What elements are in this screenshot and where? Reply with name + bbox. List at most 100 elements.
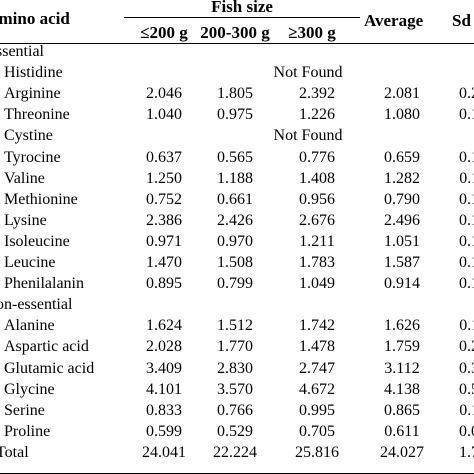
cell-avg: 24.027: [380, 444, 424, 461]
cell-avg: 0.659: [384, 149, 420, 166]
cell-v1: 0.599: [146, 423, 182, 440]
cell-v3: 25.816: [295, 444, 339, 461]
row-label: Threonine: [4, 106, 70, 123]
header-sd: Sd: [452, 11, 471, 30]
cell-v2: 1.805: [217, 85, 253, 102]
row-label: Lysine: [4, 212, 47, 229]
not-found-note: Not Found: [273, 64, 343, 81]
cell-sd: 0.15: [459, 191, 474, 208]
fish-size-rule: [124, 17, 360, 18]
cell-v1: 2.046: [146, 85, 182, 102]
row-label: Arginine: [4, 85, 61, 102]
cell-sd: 0.12: [459, 275, 474, 292]
cell-avg: 2.496: [384, 212, 420, 229]
cell-v1: 4.101: [146, 381, 182, 398]
cell-avg: 0.914: [384, 275, 420, 292]
cell-v3: 2.747: [299, 360, 335, 377]
cell-v2: 1.770: [217, 338, 253, 355]
cell-avg: 1.587: [384, 254, 420, 271]
cell-sd: 0.08: [459, 423, 474, 440]
cell-sd: 0.11: [459, 402, 474, 419]
header-size-2: 200-300 g: [200, 23, 270, 42]
cell-v1: 1.624: [146, 317, 182, 334]
cell-avg: 1.282: [384, 170, 420, 187]
cell-v2: 1.508: [217, 254, 253, 271]
cell-sd: 0.15: [459, 212, 474, 229]
header-size-3: ≥300 g: [288, 23, 336, 42]
cell-v1: 0.637: [146, 149, 182, 166]
cell-avg: 0.611: [384, 423, 420, 440]
cell-v3: 0.956: [299, 191, 335, 208]
cell-v3: 1.783: [299, 254, 335, 271]
cell-v3: 1.049: [299, 275, 335, 292]
cell-sd: 0.55: [459, 381, 474, 398]
cell-v3: 1.742: [299, 317, 335, 334]
cell-avg: 3.112: [384, 360, 420, 377]
cell-v2: 0.529: [217, 423, 253, 440]
cell-v1: 0.971: [146, 233, 182, 250]
cell-v2: 0.970: [217, 233, 253, 250]
row-label: Leucine: [4, 254, 56, 271]
cell-v1: 1.040: [146, 106, 182, 123]
row-label: Glycine: [4, 381, 55, 398]
group-label: on-essential: [0, 296, 73, 313]
cell-v3: 2.392: [299, 85, 335, 102]
cell-v2: 0.565: [217, 149, 253, 166]
cell-sd: 0.36: [459, 360, 474, 377]
row-label: Serine: [4, 402, 45, 419]
cell-avg: 1.080: [384, 106, 420, 123]
cell-v3: 0.776: [299, 149, 335, 166]
header-size-1: ≤200 g: [140, 23, 188, 42]
cell-avg: 1.051: [384, 233, 420, 250]
cell-v2: 22.224: [213, 444, 257, 461]
cell-v3: 0.705: [299, 423, 335, 440]
cell-v1: 1.470: [146, 254, 182, 271]
cell-sd: 0.17: [459, 254, 474, 271]
cell-avg: 2.081: [384, 85, 420, 102]
group-label: ssential: [0, 43, 44, 60]
cell-v2: 2.426: [217, 212, 253, 229]
cell-v2: 2.830: [217, 360, 253, 377]
row-label: Valine: [4, 170, 45, 187]
cell-avg: 1.626: [384, 317, 420, 334]
cell-sd: 0.11: [459, 317, 474, 334]
cell-avg: 1.759: [384, 338, 420, 355]
cell-v1: 0.833: [146, 402, 182, 419]
row-label: Isoleucine: [4, 233, 70, 250]
cell-v2: 1.188: [217, 170, 253, 187]
cell-avg: 4.138: [384, 381, 420, 398]
row-label: Methionine: [4, 191, 78, 208]
cell-v1: 2.386: [146, 212, 182, 229]
header-fish-size: Fish size: [211, 0, 273, 16]
header-bottom-rule: [0, 43, 474, 44]
cell-v2: 0.799: [217, 275, 253, 292]
cell-sd: 0.10: [459, 149, 474, 166]
cell-v3: 1.408: [299, 170, 335, 187]
cell-v1: 3.409: [146, 360, 182, 377]
cell-v3: 2.676: [299, 212, 335, 229]
cell-v2: 1.512: [217, 317, 253, 334]
header-average: Average: [364, 11, 424, 30]
not-found-note: Not Found: [273, 127, 343, 144]
row-label: Proline: [4, 423, 51, 440]
cell-v2: 0.975: [217, 106, 253, 123]
cell-v2: 0.661: [217, 191, 253, 208]
cell-sd: 1.79: [459, 444, 474, 461]
cell-v1: 0.895: [146, 275, 182, 292]
cell-sd: 0.29: [459, 85, 474, 102]
cell-v3: 1.211: [299, 233, 335, 250]
cell-avg: 0.865: [384, 402, 420, 419]
row-label: Alanine: [4, 317, 55, 334]
cell-v1: 0.752: [146, 191, 182, 208]
cell-sd: 0.27: [459, 338, 474, 355]
cell-v3: 0.995: [299, 402, 335, 419]
cell-sd: 0.11: [459, 170, 474, 187]
cell-v1: 2.028: [146, 338, 182, 355]
cell-avg: 0.790: [384, 191, 420, 208]
cell-v3: 4.672: [299, 381, 335, 398]
row-label: Phenilalanin: [4, 275, 84, 292]
row-label: Glutamic acid: [4, 360, 95, 377]
row-label: Total: [0, 444, 29, 461]
cell-v1: 24.041: [142, 444, 186, 461]
header-amino-acid: amino acid: [0, 9, 70, 28]
